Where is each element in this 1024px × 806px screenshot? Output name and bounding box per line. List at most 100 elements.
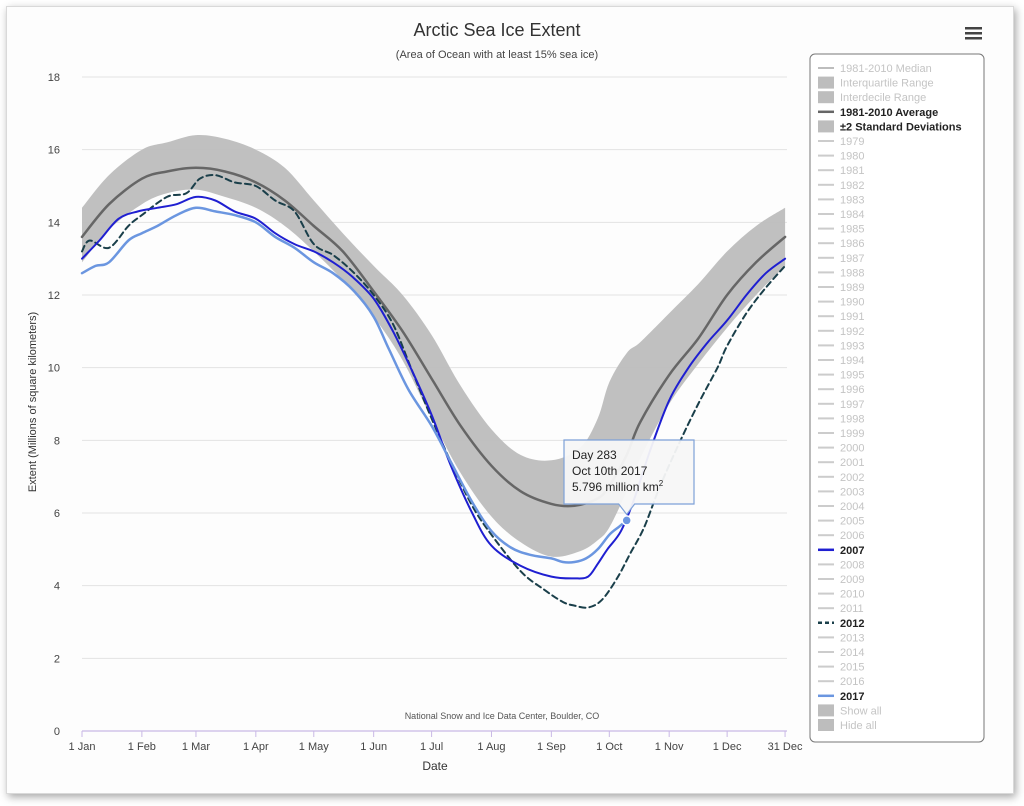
legend-label: 1985 [840,224,864,236]
legend-label: 2006 [840,530,864,542]
legend-item-2010[interactable]: 2010 [818,589,864,601]
legend-item-1999[interactable]: 1999 [818,428,864,440]
legend-label: 1987 [840,253,864,265]
legend-item-2012[interactable]: 2012 [818,618,864,630]
legend-item-1990[interactable]: 1990 [818,297,864,309]
legend-item-2006[interactable]: 2006 [818,530,864,542]
legend-label: 2003 [840,486,864,498]
y-axis-title: Extent (Millions of square kilometers) [27,312,39,492]
legend-box [809,53,985,743]
legend-label: 2009 [840,574,864,586]
axes: 0 2 4 6 8 10 12 14 16 18 1 Jan 1 Feb 1 Mar 1 Apr 1 May… [48,72,803,753]
legend-item-1998[interactable]: 1998 [818,413,864,425]
legend-item-interdecile-range[interactable]: Interdecile Range [818,91,926,104]
legend-item-1991[interactable]: 1991 [818,311,864,323]
x-tick-label: 1 Jun [360,741,387,753]
legend-symbol-box [818,120,834,133]
legend-item-hide-all[interactable]: Hide all [818,719,877,732]
legend-item--2-standard-deviations[interactable]: ±2 Standard Deviations [818,120,962,133]
legend-item-1989[interactable]: 1989 [818,282,864,294]
x-tick-label: 1 Dec [713,741,742,753]
tooltip-box [563,439,695,516]
grid-lines [82,76,787,659]
chart-title: Arctic Sea Ice Extent [413,20,580,40]
legend-item-2002[interactable]: 2002 [818,472,864,484]
legend-item-2005[interactable]: 2005 [818,516,864,528]
legend-label: Interdecile Range [840,92,926,104]
x-tick-label: 1 May [299,741,329,753]
legend-item-1992[interactable]: 1992 [818,326,864,338]
legend-item-1979[interactable]: 1979 [818,136,864,148]
legend-label: ±2 Standard Deviations [840,121,962,133]
legend-item-2007[interactable]: 2007 [818,545,864,557]
legend-item-2000[interactable]: 2000 [818,443,864,455]
y-tick-label: 0 [54,726,60,738]
legend-label: 1994 [840,355,864,367]
legend-label: 1988 [840,267,864,279]
legend-label: 2015 [840,662,864,674]
menu-icon[interactable] [962,24,984,42]
legend-item-1995[interactable]: 1995 [818,370,864,382]
legend-symbol-box [818,76,834,89]
legend-label: 2017 [840,691,864,703]
legend-item-show-all[interactable]: Show all [818,704,882,717]
legend-item-1981-2010-median[interactable]: 1981-2010 Median [818,63,932,75]
legend-item-2009[interactable]: 2009 [818,574,864,586]
legend-item-1996[interactable]: 1996 [818,384,864,396]
legend-item-1986[interactable]: 1986 [818,238,864,250]
legend-item-1997[interactable]: 1997 [818,399,864,411]
legend-label: 1990 [840,297,864,309]
legend-item-1994[interactable]: 1994 [818,355,864,367]
legend-item-1988[interactable]: 1988 [818,267,864,279]
series-layer [80,166,787,609]
legend-item-2013[interactable]: 2013 [818,632,864,644]
legend-label: 1981-2010 Median [840,63,932,75]
chart-subtitle: (Area of Ocean with at least 15% sea ice… [396,49,598,61]
legend-item-2003[interactable]: 2003 [818,486,864,498]
legend-item-1993[interactable]: 1993 [818,340,864,352]
x-tick-label: 31 Dec [768,741,803,753]
legend-item-1987[interactable]: 1987 [818,253,864,265]
legend-item-2004[interactable]: 2004 [818,501,864,513]
legend-item-1980[interactable]: 1980 [818,151,864,163]
legend-label: 2004 [840,501,864,513]
tooltip-value: 5.796 million km2 [572,479,664,494]
legend-label: 2014 [840,647,864,659]
legend-item-1983[interactable]: 1983 [818,194,864,206]
y-tick-label: 18 [48,72,60,84]
legend-label: 1991 [840,311,864,323]
x-tick-label: 1 Aug [477,741,505,753]
legend-label: 2010 [840,589,864,601]
legend-item-1984[interactable]: 1984 [818,209,864,221]
legend-item-2008[interactable]: 2008 [818,559,864,571]
x-tick-label: 1 Jul [420,741,443,753]
legend-item-2011[interactable]: 2011 [818,603,864,615]
x-axis-title: Date [422,759,448,773]
y-tick-label: 10 [48,363,60,375]
y-tick-label: 2 [54,653,60,665]
legend-item-2016[interactable]: 2016 [818,676,864,688]
legend-item-1985[interactable]: 1985 [818,224,864,236]
legend-label: 2002 [840,472,864,484]
legend-label: 2005 [840,516,864,528]
legend-item-2017[interactable]: 2017 [818,691,864,703]
legend-item-1981-2010-average[interactable]: 1981-2010 Average [818,107,938,119]
y-tick-label: 6 [54,508,60,520]
legend-item-1981[interactable]: 1981 [818,165,864,177]
highlight-point[interactable] [621,515,632,526]
legend-item-2014[interactable]: 2014 [818,647,864,659]
legend-item-2015[interactable]: 2015 [818,662,864,674]
legend-label: 1981 [840,165,864,177]
legend-item-interquartile-range[interactable]: Interquartile Range [818,76,934,90]
legend-item-1982[interactable]: 1982 [818,180,864,192]
x-tick-label: 1 Mar [182,741,210,753]
legend-label: 2001 [840,457,864,469]
legend-label: 2008 [840,559,864,571]
legend-label: Interquartile Range [840,78,934,90]
legend-label: 1981-2010 Average [840,107,938,119]
tooltip-day: Day 283 [572,448,617,462]
legend-item-2001[interactable]: 2001 [818,457,864,469]
legend-label: 1995 [840,370,864,382]
x-tick-label: 1 Oct [596,741,622,753]
